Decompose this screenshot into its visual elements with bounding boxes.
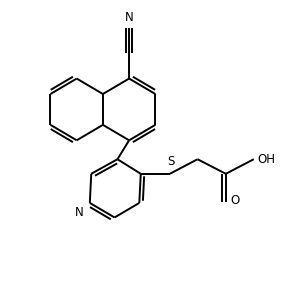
Text: O: O [230,194,239,207]
Text: S: S [167,155,174,168]
Text: OH: OH [257,153,275,166]
Text: N: N [125,11,133,24]
Text: N: N [75,206,84,219]
